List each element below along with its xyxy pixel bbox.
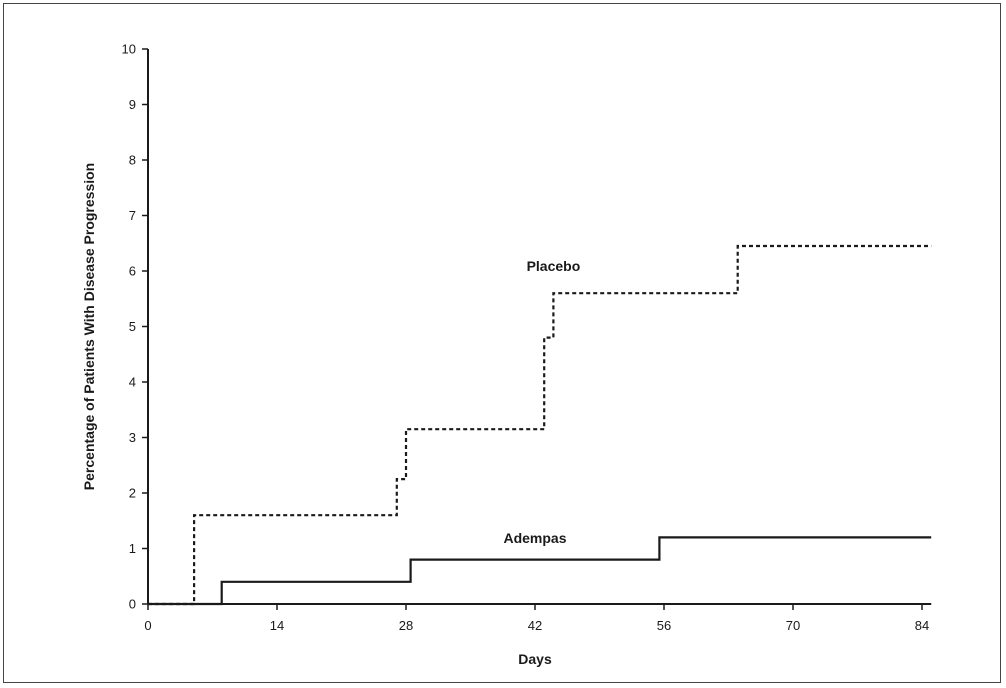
x-tick-label: 70: [786, 618, 800, 633]
series-layer: [148, 244, 932, 606]
y-tick-label: 7: [129, 208, 136, 223]
x-tick-label: 84: [915, 618, 929, 633]
y-tick-label: 4: [129, 375, 136, 390]
x-tick-label: 0: [144, 618, 151, 633]
y-tick-label: 5: [129, 319, 136, 334]
x-tick-label: 56: [657, 618, 671, 633]
series-label-placebo: Placebo: [527, 258, 581, 274]
y-tick-label: 10: [122, 42, 136, 57]
y-tick-label: 8: [129, 153, 136, 168]
y-axis-title: Percentage of Patients With Disease Prog…: [81, 163, 97, 490]
y-tick-label: 0: [129, 597, 136, 612]
x-tick-label: 28: [399, 618, 413, 633]
series-line-placebo: [148, 244, 932, 606]
x-axis-title: Days: [518, 651, 552, 667]
y-tick-label: 9: [129, 97, 136, 112]
x-tick-label: 42: [528, 618, 542, 633]
y-tick-label: 1: [129, 541, 136, 556]
y-tick-label: 3: [129, 430, 136, 445]
y-tick-label: 2: [129, 486, 136, 501]
series-label-adempas: Adempas: [503, 530, 566, 546]
y-tick-label: 6: [129, 264, 136, 279]
series-line-adempas: [148, 536, 932, 606]
chart-frame: [3, 3, 1001, 683]
labels-layer: Placebo Adempas: [503, 258, 580, 546]
x-tick-label: 14: [270, 618, 284, 633]
